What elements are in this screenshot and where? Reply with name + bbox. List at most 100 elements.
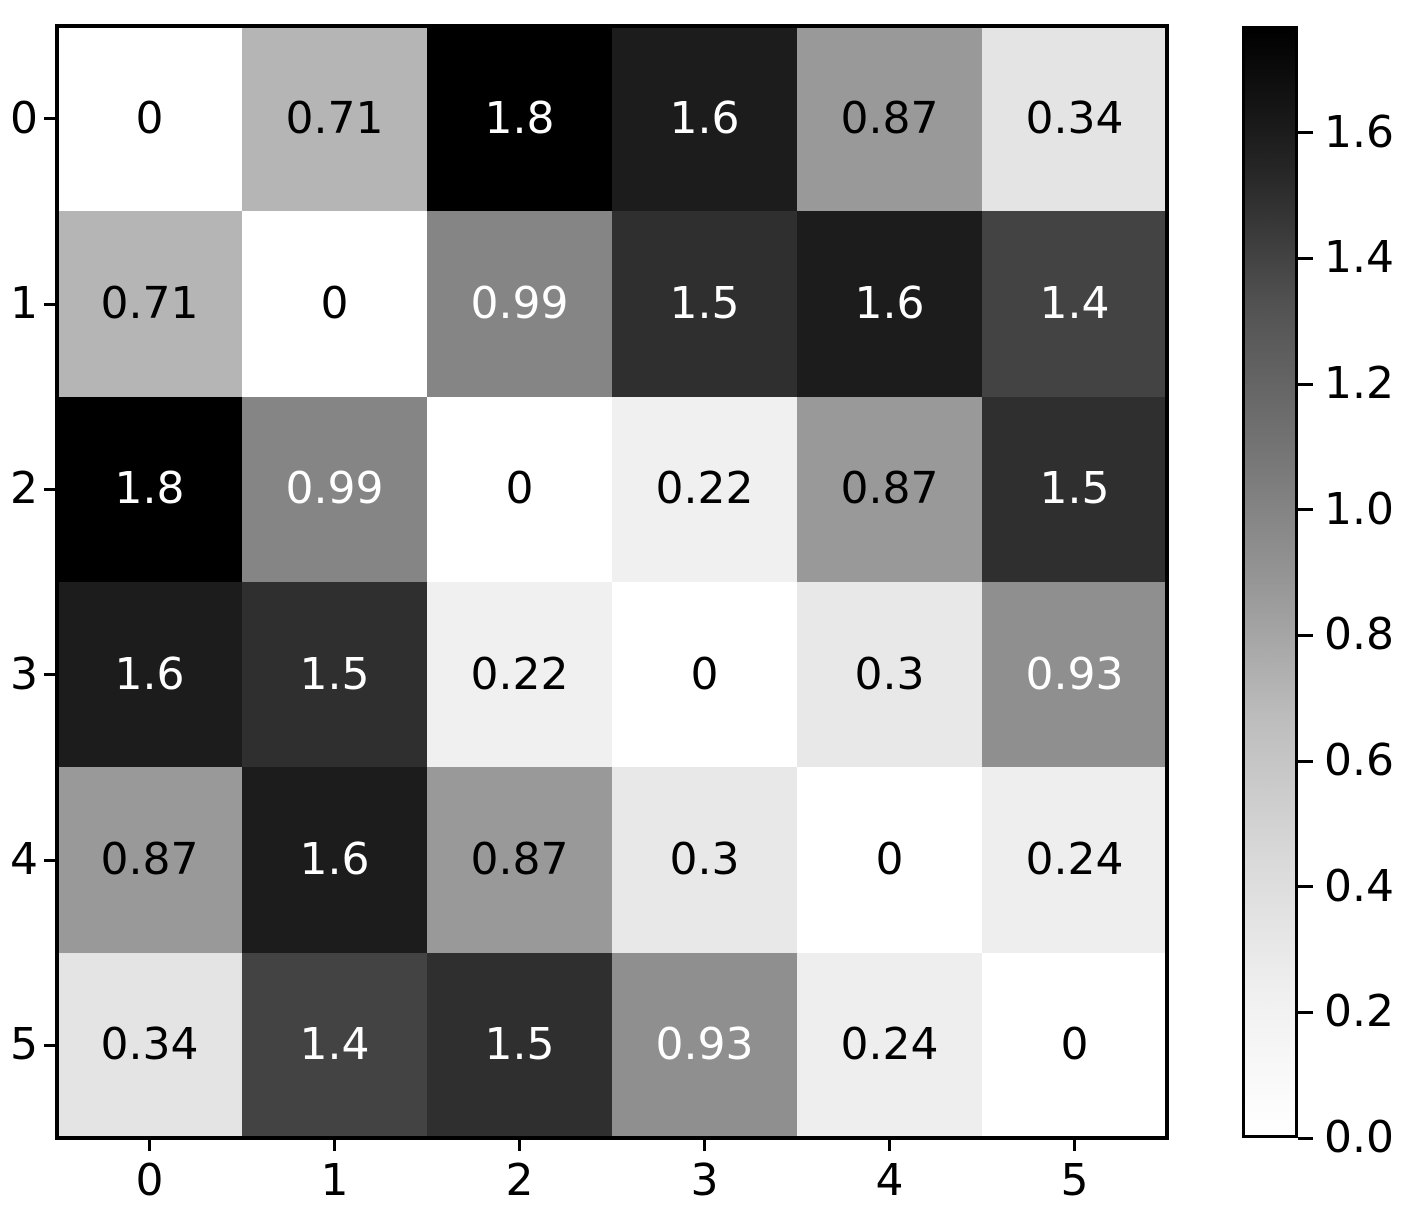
colorbar-tick-mark	[1298, 1136, 1313, 1140]
heatmap-cell: 1.6	[612, 26, 797, 212]
heatmap-cell-value: 1.6	[299, 833, 370, 885]
y-tick-label: 1	[10, 278, 38, 329]
heatmap-cell-value: 0.99	[470, 277, 569, 329]
heatmap-cell: 0.34	[982, 26, 1167, 212]
heatmap-cell-value: 0	[875, 833, 904, 885]
y-tick-mark	[44, 858, 57, 862]
y-tick-label: 4	[10, 834, 38, 885]
x-tick-label: 1	[320, 1155, 349, 1206]
heatmap-cell-value: 1.6	[114, 648, 185, 700]
heatmap-cell-value: 0.22	[655, 463, 754, 515]
heatmap-cell-value: 0.87	[840, 92, 939, 144]
heatmap-cell-value: 0.34	[100, 1019, 199, 1071]
heatmap-cell: 0.24	[797, 952, 982, 1138]
x-tick-mark	[888, 1138, 891, 1151]
colorbar-tick-mark	[1298, 885, 1313, 889]
x-tick-label: 0	[135, 1155, 164, 1206]
heatmap-cell-value: 1.8	[484, 92, 555, 144]
heatmap-cell: 1.6	[797, 211, 982, 397]
heatmap-cell-value: 0.3	[669, 833, 740, 885]
heatmap-cell: 1.5	[427, 952, 612, 1138]
colorbar-tick-label: 0.0	[1324, 1112, 1394, 1163]
heatmap-cell: 0	[242, 211, 427, 397]
heatmap-cell: 1.5	[242, 581, 427, 768]
colorbar-tick-mark	[1298, 1010, 1313, 1014]
colorbar-tick-mark	[1298, 131, 1313, 135]
y-tick-mark	[44, 673, 57, 677]
heatmap-cell: 0.87	[797, 26, 982, 212]
y-tick-label: 2	[10, 463, 38, 515]
heatmap-cell: 1.4	[242, 952, 427, 1138]
heatmap-cell-value: 0.71	[100, 277, 199, 329]
heatmap-cell: 1.8	[57, 396, 242, 582]
colorbar-tick-mark	[1298, 256, 1313, 260]
heatmap-cell-value: 1.5	[669, 277, 740, 329]
colorbar-tick-label: 0.2	[1324, 986, 1394, 1038]
heatmap-cell-value: 1.5	[484, 1019, 555, 1071]
heatmap-cell: 0.24	[982, 767, 1167, 953]
heatmap-cell-value: 0.24	[840, 1019, 939, 1071]
heatmap-cell: 0.93	[982, 581, 1167, 768]
heatmap-cell: 0.71	[57, 211, 242, 397]
x-tick-mark	[333, 1138, 336, 1151]
x-tick-mark	[1073, 1138, 1076, 1151]
heatmap-cell: 0	[57, 26, 242, 212]
heatmap-cell-value: 0.22	[470, 648, 569, 700]
heatmap-cell: 0.71	[242, 26, 427, 212]
heatmap-cell: 0	[427, 396, 612, 582]
colorbar-tick-label: 0.8	[1324, 609, 1394, 661]
heatmap-cell-value: 0	[505, 463, 534, 515]
heatmap-cell: 0.99	[242, 396, 427, 582]
y-tick-label: 3	[10, 648, 38, 700]
heatmap-cell: 0.22	[427, 581, 612, 768]
heatmap-cell-value: 0.24	[1025, 833, 1124, 885]
heatmap-cell: 0.87	[57, 767, 242, 953]
heatmap-cell-value: 1.5	[299, 648, 370, 700]
heatmap-cell-value: 0.34	[1025, 92, 1124, 144]
y-tick-label: 5	[10, 1019, 38, 1071]
colorbar-tick-mark	[1298, 633, 1313, 637]
heatmap-cell-value: 1.4	[1039, 277, 1110, 329]
colorbar-tick-label: 1.2	[1324, 358, 1394, 410]
x-tick-label: 2	[505, 1155, 534, 1206]
x-tick-mark	[518, 1138, 521, 1151]
heatmap-cell-value: 1.4	[299, 1019, 370, 1071]
heatmap-cell-value: 1.5	[1039, 463, 1110, 515]
colorbar-tick-label: 1.0	[1324, 483, 1394, 535]
heatmap-cell-value: 0.93	[1025, 648, 1124, 700]
y-tick-mark	[44, 302, 57, 306]
heatmap-cell-value: 1.8	[114, 463, 185, 515]
colorbar	[1242, 26, 1298, 1138]
heatmap-cell: 0	[797, 767, 982, 953]
colorbar-tick-mark	[1298, 382, 1313, 386]
colorbar-tick-label: 0.6	[1324, 735, 1394, 787]
x-tick-label: 3	[690, 1155, 719, 1206]
x-tick-label: 4	[875, 1155, 904, 1206]
y-tick-mark	[44, 117, 57, 121]
heatmap-cell: 0.99	[427, 211, 612, 397]
heatmap-cell-value: 0.87	[100, 833, 199, 885]
x-tick-mark	[703, 1138, 706, 1151]
heatmap-cell: 0.93	[612, 952, 797, 1138]
heatmap-cell: 0	[982, 952, 1167, 1138]
heatmap-cell: 1.8	[427, 26, 612, 212]
heatmap-cell-value: 0	[690, 648, 719, 700]
heatmap-cell: 1.4	[982, 211, 1167, 397]
heatmap-cell-value: 0.99	[285, 463, 384, 515]
y-tick-mark	[44, 1043, 57, 1047]
y-tick-mark	[44, 487, 57, 491]
heatmap-cell-value: 0	[1060, 1019, 1089, 1071]
heatmap-cell: 1.6	[242, 767, 427, 953]
y-tick-label: 0	[10, 92, 38, 144]
colorbar-tick-mark	[1298, 508, 1313, 512]
heatmap-cell-value: 0.71	[285, 92, 384, 144]
heatmap-cell: 0.87	[797, 396, 982, 582]
heatmap-cell: 0.3	[612, 767, 797, 953]
colorbar-tick-label: 1.6	[1324, 106, 1394, 158]
x-tick-mark	[148, 1138, 151, 1151]
heatmap-cell-value: 1.6	[669, 92, 740, 144]
heatmap-cell: 1.5	[982, 396, 1167, 582]
heatmap-cell-value: 0.93	[655, 1019, 754, 1071]
heatmap-cell: 0	[612, 581, 797, 768]
